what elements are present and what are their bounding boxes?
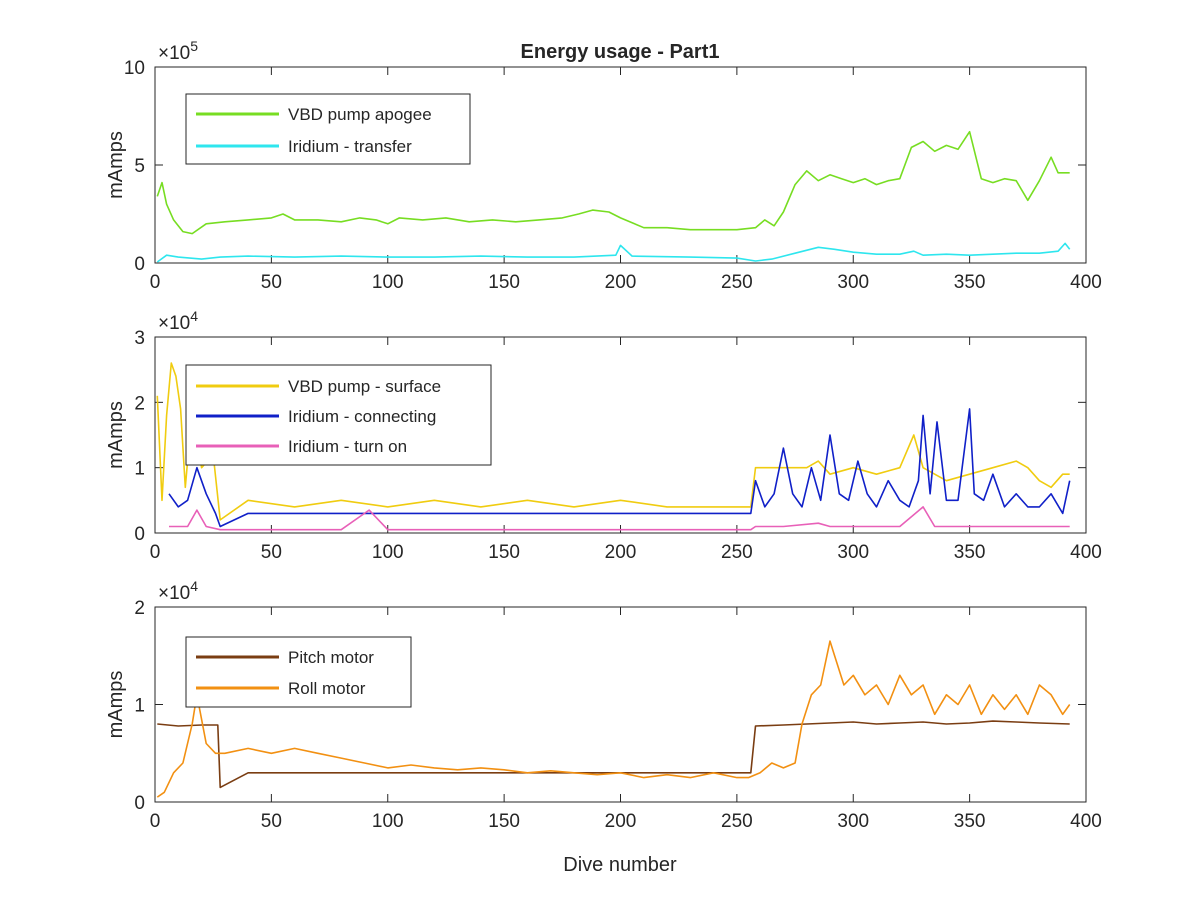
y-axis-label: mAmps (105, 671, 127, 739)
y-tick-label: 2 (134, 598, 145, 619)
x-tick-label: 150 (488, 272, 520, 293)
x-tick-label: 0 (150, 811, 161, 832)
x-tick-label: 200 (605, 272, 637, 293)
y-tick-label: 0 (134, 524, 145, 545)
y-tick-label: 0 (134, 793, 145, 814)
legend-label: Pitch motor (288, 648, 374, 667)
x-tick-label: 200 (605, 811, 637, 832)
x-tick-label: 350 (954, 811, 986, 832)
x-tick-label: 350 (954, 272, 986, 293)
y-tick-label: 3 (134, 328, 145, 349)
x-tick-label: 300 (837, 811, 869, 832)
x-tick-label: 0 (150, 272, 161, 293)
y-exponent-power: 4 (190, 308, 198, 324)
legend-label: VBD pump apogee (288, 105, 432, 124)
y-exponent-power: 4 (190, 578, 198, 594)
x-tick-label: 200 (605, 542, 637, 563)
y-tick-label: 5 (134, 156, 145, 177)
x-tick-label: 250 (721, 811, 753, 832)
x-tick-label: 400 (1070, 272, 1102, 293)
x-tick-label: 100 (372, 272, 404, 293)
x-tick-label: 0 (150, 542, 161, 563)
x-tick-label: 300 (837, 272, 869, 293)
x-tick-label: 150 (488, 811, 520, 832)
x-tick-label: 50 (261, 811, 282, 832)
y-tick-label: 10 (124, 58, 145, 79)
x-tick-label: 250 (721, 272, 753, 293)
x-tick-label: 300 (837, 542, 869, 563)
legend-label: Roll motor (288, 679, 366, 698)
x-tick-label: 100 (372, 811, 404, 832)
legend: VBD pump - surface Iridium - connecting Ir… (186, 365, 491, 465)
subplots: 0 50 100 150 200 250 300 350 4000510×105mAmpsVBD… (105, 38, 1102, 832)
x-tick-label: 400 (1070, 811, 1102, 832)
x-tick-label: 50 (261, 542, 282, 563)
subplot-2: 0 50 100 150 200 250 300 350 4000123×104mAmpsVBD… (105, 308, 1102, 563)
x-tick-label: 100 (372, 542, 404, 563)
legend: Pitch motor Roll motor (186, 637, 411, 707)
figure-title: Energy usage - Part1 (521, 41, 720, 63)
x-axis-label: Dive number (563, 854, 677, 876)
y-exponent-power: 5 (190, 38, 198, 54)
y-axis-label: mAmps (105, 131, 127, 199)
legend-label: VBD pump - surface (288, 377, 441, 396)
legend-label: Iridium - turn on (288, 437, 407, 456)
subplot-3: 0 50 100 150 200 250 300 350 400012×104mAmpsPitc… (105, 578, 1102, 832)
subplot-1: 0 50 100 150 200 250 300 350 4000510×105mAmpsVBD… (105, 38, 1102, 293)
y-tick-label: 2 (134, 393, 145, 414)
y-tick-label: 0 (134, 254, 145, 275)
y-axis-label: mAmps (105, 401, 127, 469)
y-tick-label: 1 (134, 459, 145, 480)
legend-label: Iridium - connecting (288, 407, 436, 426)
x-tick-label: 50 (261, 272, 282, 293)
legend-label: Iridium - transfer (288, 137, 412, 156)
legend: VBD pump apogee Iridium - transfer (186, 94, 470, 164)
x-tick-label: 400 (1070, 542, 1102, 563)
y-tick-label: 1 (134, 696, 145, 717)
x-tick-label: 250 (721, 542, 753, 563)
figure: Energy usage - Part1 Dive number 0 50 100 1… (0, 0, 1200, 900)
x-tick-label: 350 (954, 542, 986, 563)
x-tick-label: 150 (488, 542, 520, 563)
